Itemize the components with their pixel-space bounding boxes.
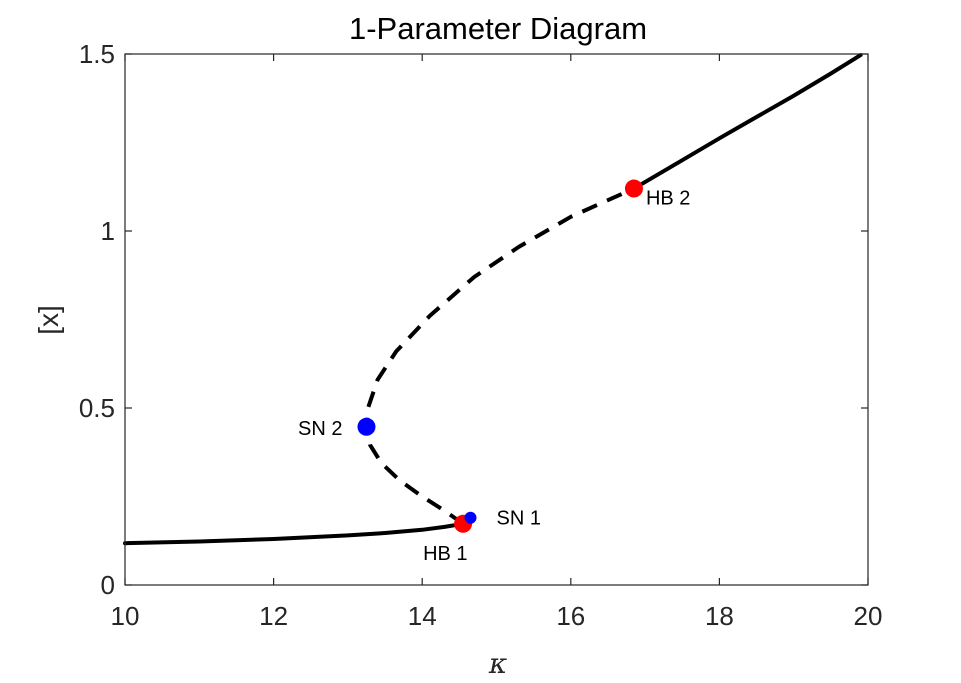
point-label-hb-2: HB 2	[646, 188, 690, 210]
y-tick-label: 1	[101, 216, 115, 246]
axes-group: 10 12 14 16 18 20 0 0.5 1 1.5	[79, 39, 883, 631]
x-tick-label: 20	[854, 601, 883, 631]
point-label-hb-1: HB 1	[423, 543, 467, 565]
point-sn-1	[464, 511, 477, 524]
x-tick-label: 18	[705, 601, 734, 631]
curve-unstable-2	[364, 186, 635, 526]
point-hb-2	[624, 179, 643, 198]
curve-stable-1	[123, 521, 466, 546]
x-tick-label: 16	[556, 601, 585, 631]
y-tick-label: 0.5	[79, 393, 115, 423]
x-tick-label: 14	[408, 601, 437, 631]
y-tick-label: 0	[101, 570, 115, 600]
y-axis-label: [x]	[33, 305, 64, 335]
points-group: HB 1 SN 1 SN 2 HB 2	[298, 179, 690, 565]
point-sn-2	[357, 417, 376, 436]
chart-title: 1-Parameter Diagram	[349, 11, 647, 46]
plot-frame	[124, 53, 869, 586]
x-tick-label: 10	[111, 601, 140, 631]
curve-stable-3	[632, 53, 863, 191]
point-label-sn-1: SN 1	[496, 508, 540, 530]
x-axis-label: κ	[488, 647, 507, 680]
y-tick-label: 1.5	[79, 39, 115, 69]
curves-group	[123, 53, 863, 546]
point-label-sn-2: SN 2	[298, 418, 342, 440]
x-tick-label: 12	[259, 601, 288, 631]
